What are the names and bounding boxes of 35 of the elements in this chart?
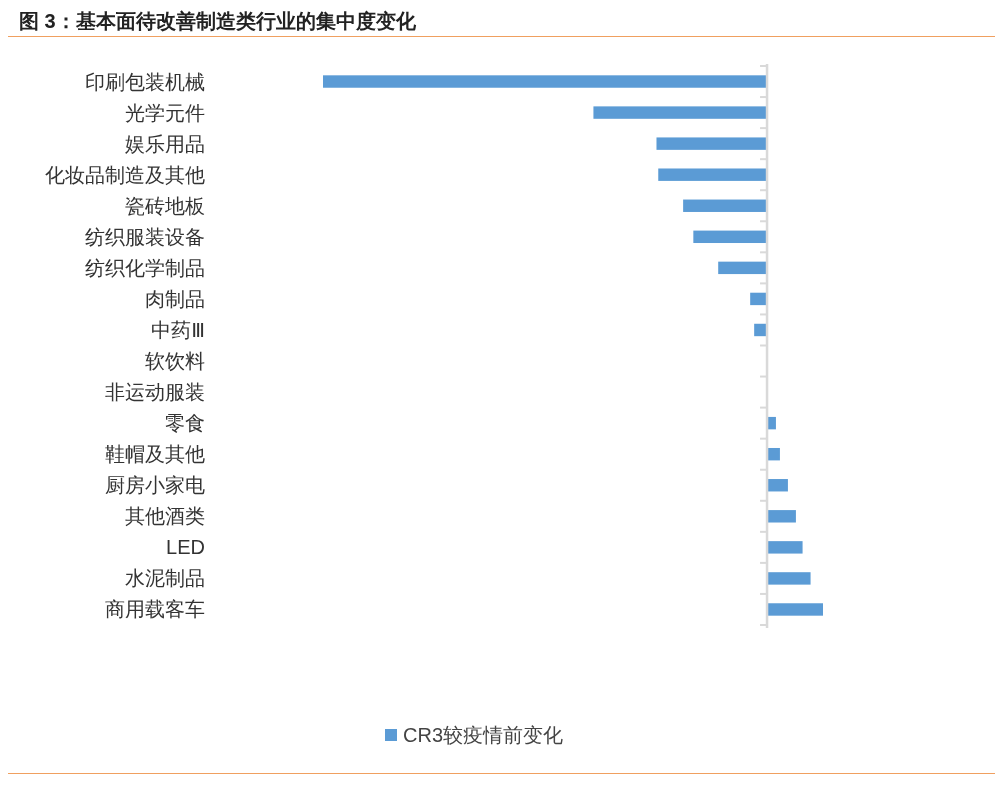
- y-tick-label: 纺织化学制品: [85, 256, 205, 279]
- bar: [718, 261, 768, 275]
- y-tick-label: 印刷包装机械: [85, 70, 205, 93]
- bar: [693, 230, 768, 244]
- y-tick-label: 肉制品: [145, 287, 205, 310]
- y-tick-label: 水泥制品: [125, 567, 205, 590]
- y-tick-label: 瓷砖地板: [125, 194, 205, 217]
- y-tick-label: 化妆品制造及其他: [45, 163, 205, 186]
- bar: [767, 572, 811, 585]
- y-tick-label: 中药Ⅲ: [151, 318, 205, 341]
- y-tick-label: 厨房小家电: [105, 474, 205, 497]
- y-tick-label: 软饮料: [145, 350, 205, 373]
- y-tick-label: 纺织服装设备: [85, 225, 205, 248]
- chart-title: 图 3：基本面待改善制造类行业的集中度变化: [19, 10, 417, 32]
- y-tick-label: 娱乐用品: [125, 132, 205, 155]
- bar: [767, 541, 803, 554]
- y-tick-label: 零食: [165, 412, 205, 435]
- y-tick-label: 鞋帽及其他: [105, 443, 205, 466]
- bar: [754, 323, 768, 337]
- bar: [767, 479, 788, 492]
- bar: [767, 603, 823, 616]
- y-tick-label: LED: [166, 536, 205, 559]
- bar: [683, 199, 768, 212]
- bar: [767, 510, 796, 523]
- bar: [323, 75, 768, 88]
- legend-label: CR3较疫情前变化: [403, 724, 564, 746]
- y-tick-label: 非运动服装: [105, 381, 205, 404]
- bar: [593, 106, 768, 119]
- y-tick-label: 其他酒类: [125, 505, 205, 528]
- y-tick-label: 商用载客车: [105, 598, 205, 621]
- y-tick-label: 光学元件: [125, 101, 205, 124]
- bar: [767, 447, 780, 461]
- bar: [658, 168, 768, 181]
- bar: [750, 292, 768, 306]
- bar: [656, 137, 768, 150]
